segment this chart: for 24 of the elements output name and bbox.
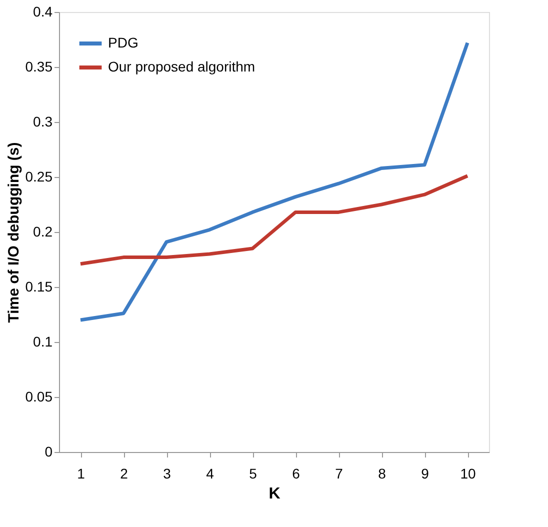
x-axis-title: K (268, 486, 281, 502)
legend-label: PDG (108, 34, 138, 50)
line-series (78, 174, 470, 266)
y-tick-label: 0.35 (25, 58, 53, 74)
x-tick-label: 5 (249, 466, 258, 482)
y-tick-label: 0.15 (25, 278, 53, 294)
x-tick-label: 10 (460, 466, 476, 482)
y-tick-label: 0.25 (25, 168, 53, 184)
x-tick-label: 6 (292, 466, 300, 482)
y-tick-label: 0.4 (33, 4, 53, 20)
y-axis-title: Time of I/O debugging (s) (5, 142, 22, 323)
y-tick-label: 0 (44, 444, 53, 460)
y-tick-label: 0.2 (33, 224, 53, 240)
x-tick-label: 2 (120, 466, 128, 482)
y-tick-label: 0.1 (33, 334, 53, 350)
x-tick-label: 1 (77, 466, 86, 482)
x-tick-label: 7 (335, 466, 344, 482)
x-tick-label: 9 (421, 466, 430, 482)
x-tick-label: 3 (163, 466, 172, 482)
x-tick-label: 8 (378, 466, 386, 482)
y-tick-label: 0.3 (33, 114, 53, 130)
x-tick-label: 4 (206, 466, 214, 482)
legend-label: Our proposed algorithm (108, 58, 256, 74)
y-tick-label: 0.05 (25, 388, 53, 404)
